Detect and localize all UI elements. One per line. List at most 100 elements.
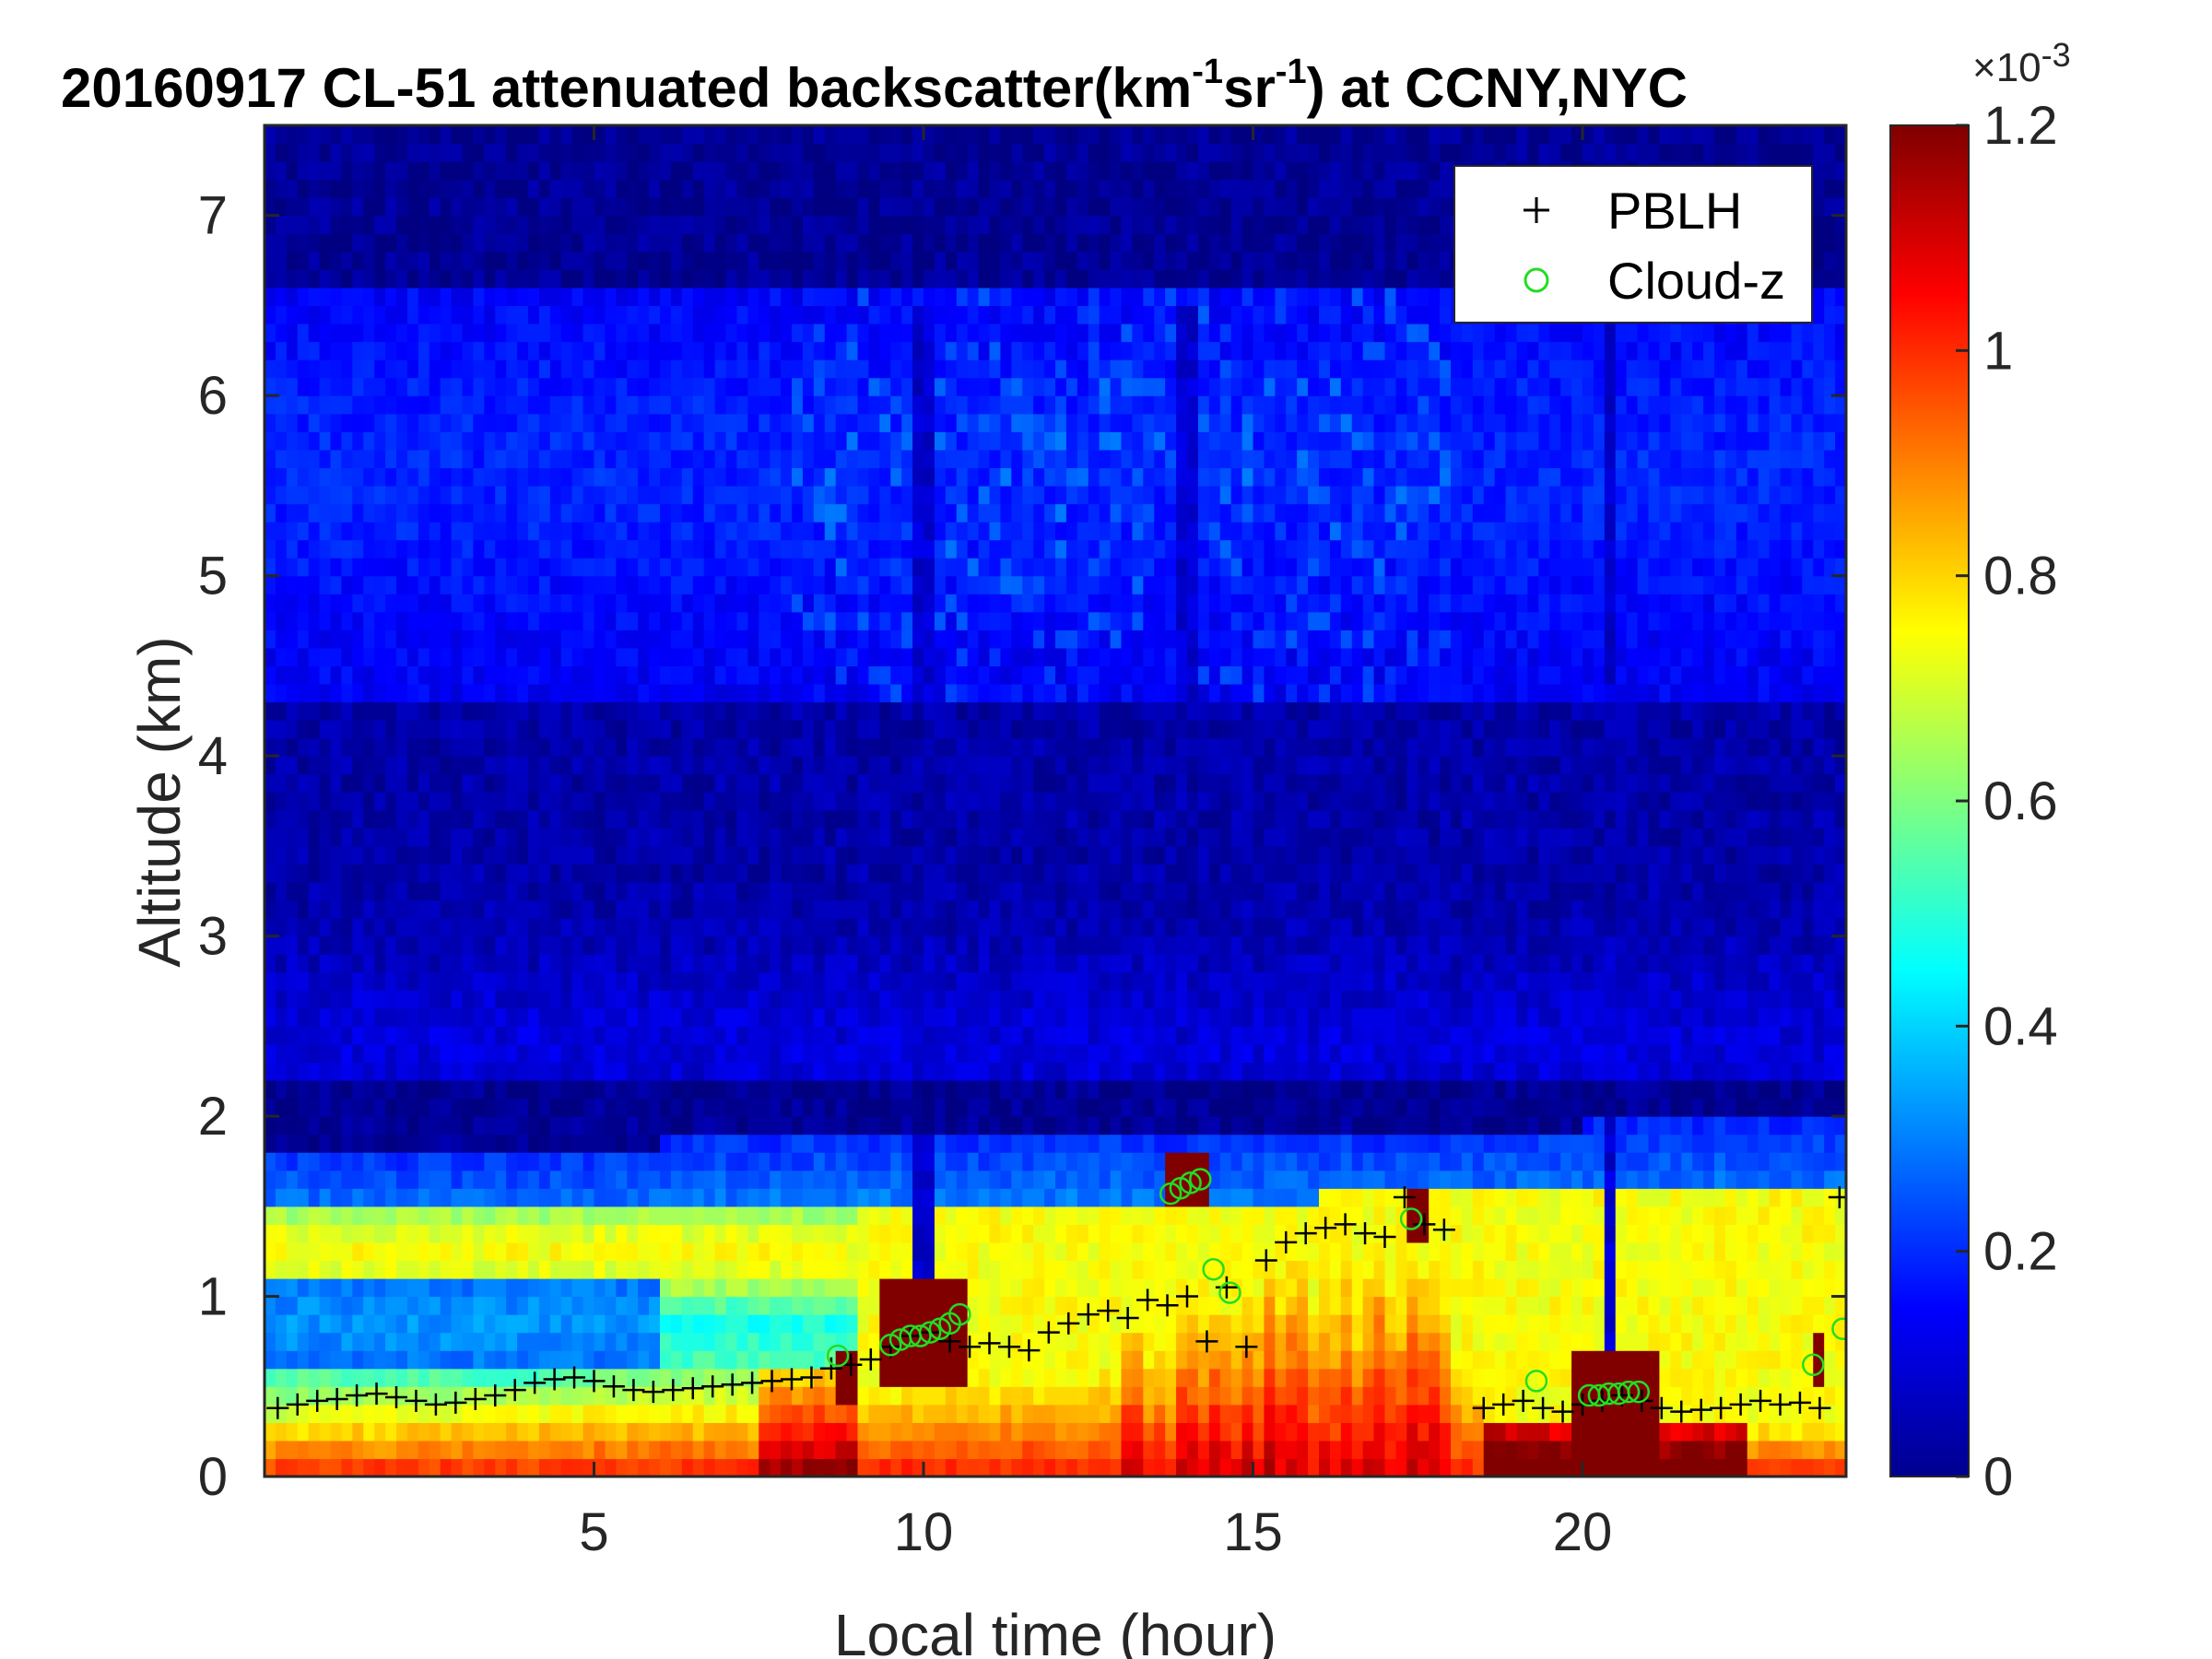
heatmap-cell [605,287,617,307]
heatmap-cell [901,611,913,630]
heatmap-cell [484,1224,496,1243]
heatmap-cell [912,522,924,541]
heatmap-cell [341,773,353,793]
heatmap-cell [945,1152,958,1171]
heatmap-cell [560,395,573,415]
heatmap-cell [418,269,430,288]
heatmap-cell [538,881,551,901]
heatmap-cell [681,575,694,594]
heatmap-cell [308,197,321,217]
heatmap-cell [934,1098,947,1117]
heatmap-cell [846,485,859,505]
heatmap-cell [924,449,935,468]
heatmap-cell [846,773,859,793]
heatmap-cell [396,287,408,307]
heatmap-cell [868,1134,880,1153]
heatmap-cell [857,756,870,775]
heatmap-cell [571,324,584,343]
heatmap-cell [385,809,397,829]
heatmap-cell [747,558,759,577]
heatmap-cell [846,792,859,811]
heatmap-cell [297,269,310,288]
heatmap-cell [605,756,617,775]
heatmap-cell [868,179,880,198]
heatmap-cell [879,125,891,145]
heatmap-cell [429,1134,441,1153]
heatmap-cell [989,828,1002,847]
heatmap-cell [692,954,705,973]
heatmap-cell [978,305,991,324]
heatmap-cell [605,522,617,541]
heatmap-cell [912,864,924,883]
heatmap-cell [549,449,562,468]
heatmap-cell [549,1043,562,1064]
heatmap-cell [308,413,321,432]
heatmap-cell [506,558,518,577]
heatmap-cell [451,125,464,145]
heatmap-cell [330,1296,343,1315]
heatmap-cell [703,1314,716,1334]
heatmap-cell [670,1350,683,1370]
heatmap-cell [912,720,924,739]
heatmap-cell [802,1079,815,1100]
heatmap-cell [945,575,958,594]
heatmap-cell [792,1241,804,1262]
heatmap-cell [824,1224,837,1243]
heatmap-cell [308,756,321,775]
heatmap-cell [770,594,782,613]
heatmap-cell [429,683,441,703]
heatmap-cell [924,647,935,666]
heatmap-cell [418,215,430,234]
heatmap-cell [352,1152,364,1171]
heatmap-cell [418,900,430,919]
heatmap-cell [660,828,672,847]
heatmap-cell [813,1296,826,1315]
heatmap-cell [824,809,837,829]
heatmap-cell [605,954,617,973]
heatmap-cell [560,377,573,396]
heatmap-cell [692,179,705,198]
heatmap-cell [396,828,408,847]
heatmap-cell [857,954,870,973]
heatmap-cell [605,467,617,487]
heatmap-cell [681,1440,694,1460]
heatmap-cell [759,539,771,559]
heatmap-cell [560,864,573,883]
heatmap-cell [385,1188,397,1207]
heatmap-cell [879,341,891,360]
heatmap-cell [681,1458,694,1477]
heatmap-cell [736,809,748,829]
heatmap-cell [297,305,310,324]
heatmap-cell [538,1026,551,1045]
heatmap-cell [978,1079,991,1100]
heatmap-cell [890,215,902,234]
heatmap-cell [956,233,969,253]
heatmap-cell [770,1404,782,1423]
heatmap-cell [868,720,880,739]
heatmap-cell [560,1260,573,1279]
heatmap-cell [549,1368,562,1387]
heatmap-cell [418,1350,430,1370]
heatmap-cell [890,935,902,955]
heatmap-cell [440,1206,453,1225]
heatmap-cell [616,1079,628,1100]
heatmap-cell [879,1007,891,1027]
heatmap-cell [649,485,661,505]
heatmap-cell [374,539,386,559]
heatmap-cell [879,1422,891,1441]
heatmap-cell [934,413,947,432]
heatmap-cell [924,1079,935,1100]
heatmap-cell [549,1116,562,1135]
heatmap-cell [495,1170,507,1189]
heatmap-cell [714,341,727,360]
heatmap-cell [978,1116,991,1135]
heatmap-cell [901,1134,913,1153]
heatmap-cell [451,324,464,343]
heatmap-cell [286,575,299,594]
heatmap-cell [792,1404,804,1423]
heatmap-cell [627,575,639,594]
heatmap-cell [374,1350,386,1370]
heatmap-cell [703,1007,716,1027]
heatmap-cell [649,792,661,811]
heatmap-cell [484,683,496,703]
